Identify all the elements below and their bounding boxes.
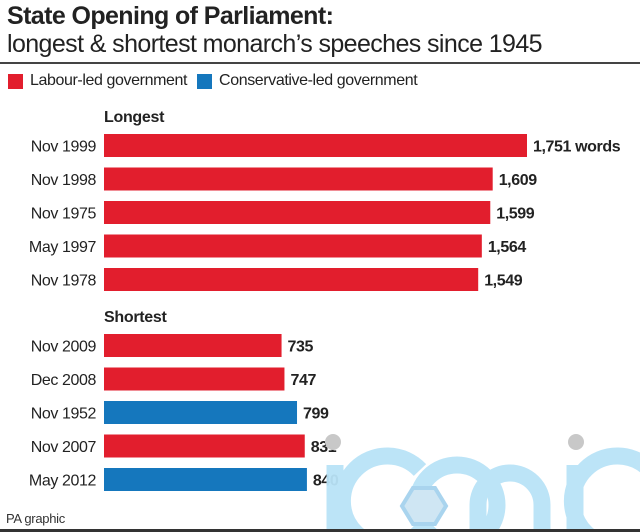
bar-nov-1998 — [104, 167, 493, 191]
bar-may-1997 — [104, 234, 482, 258]
bar-nov-2009 — [104, 334, 282, 357]
footer-divider — [0, 529, 640, 532]
category-label: Nov 1998 — [31, 172, 97, 189]
category-label: Nov 2007 — [31, 439, 97, 456]
value-label: 1,549 — [484, 273, 523, 290]
category-label: Nov 1978 — [31, 273, 97, 290]
bar-nov-1952 — [104, 401, 298, 424]
legend-swatch-labour — [8, 73, 23, 89]
value-label: 840 — [313, 473, 339, 490]
bar-nov-1975 — [104, 201, 491, 224]
legend-swatch-conservative — [197, 73, 213, 89]
category-label: Nov 1952 — [31, 406, 97, 423]
source-credit: PA graphic — [6, 511, 65, 526]
legend-label-conservative: Conservative-led government — [219, 72, 418, 89]
value-label: 1,564 — [488, 239, 527, 256]
category-label: Nov 1999 — [31, 139, 97, 156]
chart-title: State Opening of Parliament: — [7, 2, 334, 30]
value-label: 735 — [288, 339, 314, 356]
category-label: Nov 1975 — [31, 206, 97, 223]
category-label: May 1997 — [29, 239, 97, 256]
bar-may-2012 — [104, 468, 307, 491]
value-label: 1,599 — [496, 206, 535, 223]
chart-subtitle: longest & shortest monarch’s speeches si… — [7, 30, 543, 58]
value-label: 799 — [303, 406, 329, 423]
legend-item-conservative: Conservative-led government — [197, 72, 418, 90]
bar-dec-2008 — [104, 367, 285, 391]
legend-label-labour: Labour-led government — [30, 72, 188, 89]
value-label: 831 — [311, 439, 337, 456]
value-label: 1,609 — [499, 172, 538, 189]
category-label: May 2012 — [29, 473, 97, 490]
bar-nov-1999 — [104, 134, 527, 157]
category-label: Dec 2008 — [31, 372, 97, 389]
legend-item-labour: Labour-led government — [8, 72, 187, 90]
group-heading-longest: Longest — [104, 109, 165, 126]
bar-nov-1978 — [104, 268, 479, 291]
legend: Labour-led government Conservative-led g… — [8, 72, 427, 90]
bar-nov-2007 — [104, 434, 305, 458]
category-label: Nov 2009 — [31, 339, 97, 356]
value-label: 747 — [290, 372, 316, 389]
header-divider — [0, 62, 640, 64]
group-heading-shortest: Shortest — [104, 309, 167, 326]
value-label: 1,751 words — [533, 139, 621, 156]
